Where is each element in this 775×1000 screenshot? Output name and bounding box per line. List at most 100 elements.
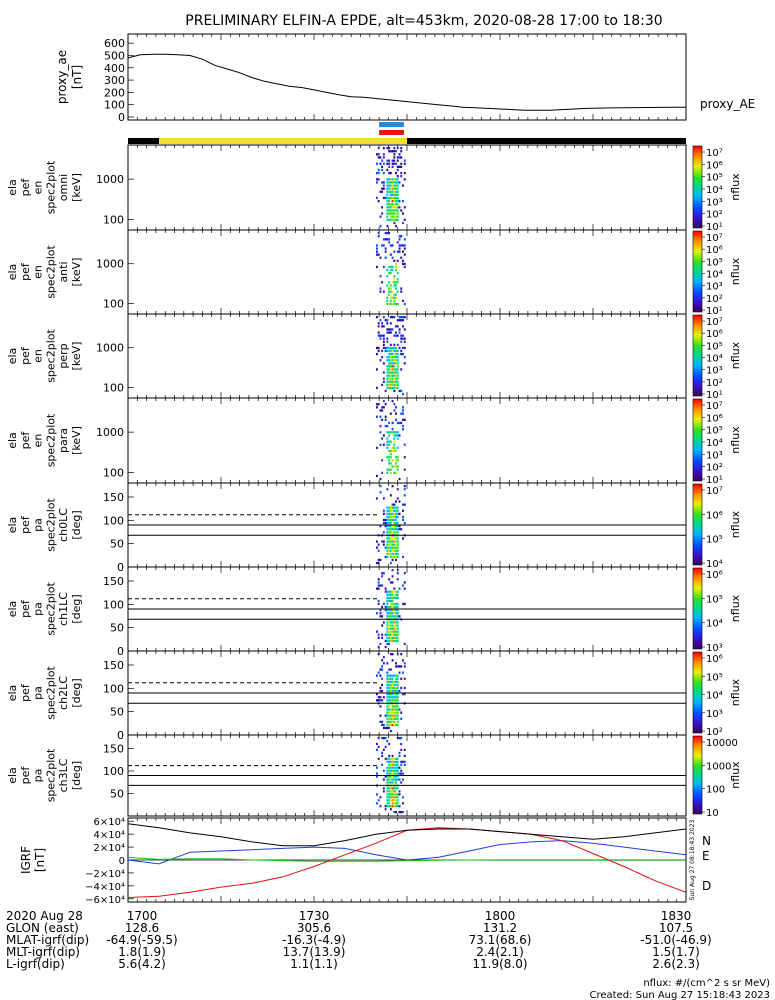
pa-ch0-cell xyxy=(379,485,382,488)
spec-anti-cell xyxy=(386,275,389,278)
pa-ch2-cell xyxy=(393,705,396,708)
pa-ch0-cell xyxy=(395,537,397,540)
spec-perp-cell xyxy=(391,362,394,365)
spec-anti-cell xyxy=(376,247,378,250)
spec-anti-cell xyxy=(403,262,406,266)
spec-omni-cell xyxy=(395,193,397,196)
pa-ch0-cell xyxy=(388,552,391,555)
spec-perp-cell xyxy=(382,346,385,350)
pa-ch2-cell xyxy=(379,720,382,723)
spec-omni-cell xyxy=(403,159,406,162)
pa-ch1-cell xyxy=(393,612,396,615)
spec-omni-cell xyxy=(379,190,382,193)
pa-ch3-cell xyxy=(388,790,391,793)
pa-ch1-cell xyxy=(395,590,397,593)
pa-ch3-cell xyxy=(393,775,396,778)
spec-perp-cell xyxy=(377,334,380,337)
pa-ch1-cell xyxy=(395,633,397,636)
pa-ch2-cell xyxy=(400,665,403,668)
pa-ch2-cell xyxy=(381,699,384,702)
pa-ch2-colorbar-tick-label: 10² xyxy=(706,727,723,738)
pa-ch0-cell xyxy=(382,543,385,546)
pa-ch1-cell xyxy=(395,636,397,639)
pa-ch3-cell xyxy=(393,796,396,799)
pa-ch1-cell xyxy=(393,636,396,639)
pa-ch1-cell xyxy=(396,612,399,615)
pa-ch3-cell xyxy=(386,796,389,799)
pa-ch1-cell xyxy=(396,596,399,599)
spec-perp-ylabel-line: en xyxy=(32,349,45,363)
footer-cell: 5.6(4.2) xyxy=(118,957,166,971)
pa-ch0-cell xyxy=(389,531,392,534)
spec-anti-cell xyxy=(389,290,392,293)
pa-ch3-cell xyxy=(395,799,397,802)
pa-ch0-ytick-label: 100 xyxy=(103,514,124,527)
spec-perp-cell xyxy=(403,356,406,359)
spec-para-cell xyxy=(396,456,399,459)
spec-perp-cell xyxy=(382,377,385,380)
pa-ch3-colorbar-tick-label: 100 xyxy=(706,785,725,796)
spec-anti-ytick-label: 1000 xyxy=(96,258,124,271)
pa-ch1-cell xyxy=(388,615,391,618)
spec-anti-cell xyxy=(403,244,406,247)
pa-ch1-cell xyxy=(395,605,397,609)
pa-ch0-cell xyxy=(396,543,399,546)
spec-omni-cell xyxy=(388,181,391,184)
pa-ch0-ylabel-line: ela xyxy=(6,517,19,534)
pa-ch3-cell xyxy=(396,766,399,769)
pa-ch0-cell xyxy=(403,485,406,488)
spec-omni-cell xyxy=(389,150,392,153)
spec-omni-cell xyxy=(386,196,389,200)
spec-anti-cell xyxy=(384,256,387,259)
pa-ch3-colorbar xyxy=(692,735,703,815)
spec-omni-cell xyxy=(386,147,389,150)
spec-perp-colorbar-tick-label: 10³ xyxy=(706,366,723,377)
pa-ch3-cell xyxy=(388,769,391,772)
pa-ch2-cell xyxy=(381,683,384,687)
pa-ch1-cell xyxy=(396,624,399,627)
spec-anti-cell xyxy=(393,281,396,284)
pa-ch1-cell xyxy=(386,590,389,593)
spec-perp-cell xyxy=(396,377,399,380)
spec-anti-cell xyxy=(400,235,403,238)
spec-omni-cell xyxy=(396,218,399,221)
pa-ch2-cell xyxy=(382,723,385,727)
spec-perp-cell xyxy=(389,316,392,319)
spec-omni-cell xyxy=(396,187,399,190)
spec-perp-cell xyxy=(384,346,387,350)
pa-ch0-cell xyxy=(391,558,394,562)
spec-omni-cell xyxy=(389,178,392,181)
pa-ch1-cell xyxy=(396,602,399,606)
spec-omni-cell xyxy=(393,159,396,162)
pa-ch3-cell xyxy=(384,757,387,760)
spec-para-cell xyxy=(396,459,399,462)
pa-ch3-cell xyxy=(395,811,397,814)
spec-omni-cell xyxy=(388,147,391,150)
spec-para-colorbar xyxy=(692,398,703,482)
pa-ch0-cell xyxy=(386,546,389,549)
spec-anti-cell xyxy=(398,235,401,238)
spec-omni-cell xyxy=(396,184,399,187)
pa-ch3-cell xyxy=(396,787,399,790)
pa-ch2-cell xyxy=(386,662,389,665)
pa-ch0-cell xyxy=(396,515,399,519)
pa-ch1-cell xyxy=(391,612,394,615)
pa-ch2-cell xyxy=(396,693,399,696)
pa-ch3-cell xyxy=(395,775,397,778)
pa-ch3-cell xyxy=(389,757,392,760)
spec-para-colorbar-tick-label: 10³ xyxy=(706,450,723,461)
pa-ch0-cell xyxy=(388,543,391,546)
spec-anti-cell xyxy=(393,259,396,262)
pa-ch3-cell xyxy=(398,778,401,781)
pa-ch2-cell xyxy=(396,717,399,720)
spec-perp-cell xyxy=(391,365,394,368)
pa-ch0-cell xyxy=(377,561,380,565)
pa-ch0-cell xyxy=(395,518,397,522)
pa-ch1-cell xyxy=(389,627,392,630)
pa-ch0-cell xyxy=(391,531,394,534)
pa-ch0-cell xyxy=(389,561,392,565)
spec-para-cell xyxy=(384,424,387,428)
pa-ch0-cell xyxy=(389,540,392,543)
pa-ch3-cell xyxy=(398,766,401,769)
spec-perp-cell xyxy=(388,328,391,331)
